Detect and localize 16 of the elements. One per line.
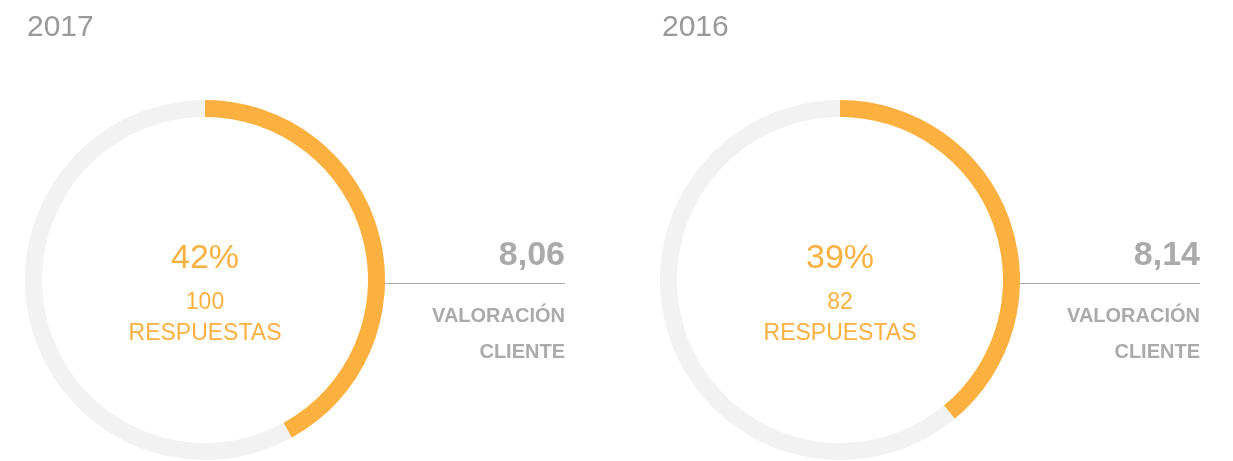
text: VALORACIÓN (1067, 303, 1200, 326)
text: CLIENTE (479, 340, 565, 362)
text: CLIENTE (1114, 340, 1200, 362)
donut-slice (660, 100, 955, 460)
chart-title: 2017 (27, 9, 94, 42)
text: 100 (185, 288, 225, 314)
text: 82 (827, 288, 853, 314)
text: RESPUESTAS (763, 319, 917, 345)
data-label: 39% (805, 237, 875, 275)
data-label: 42% (170, 237, 240, 275)
text: VALORACIÓN (432, 303, 565, 326)
donut-slice (25, 100, 292, 460)
text: 8,06 (498, 234, 565, 272)
chart-title: 2016 (662, 9, 729, 42)
text: 8,14 (1133, 234, 1201, 272)
text: RESPUESTAS (128, 319, 282, 345)
